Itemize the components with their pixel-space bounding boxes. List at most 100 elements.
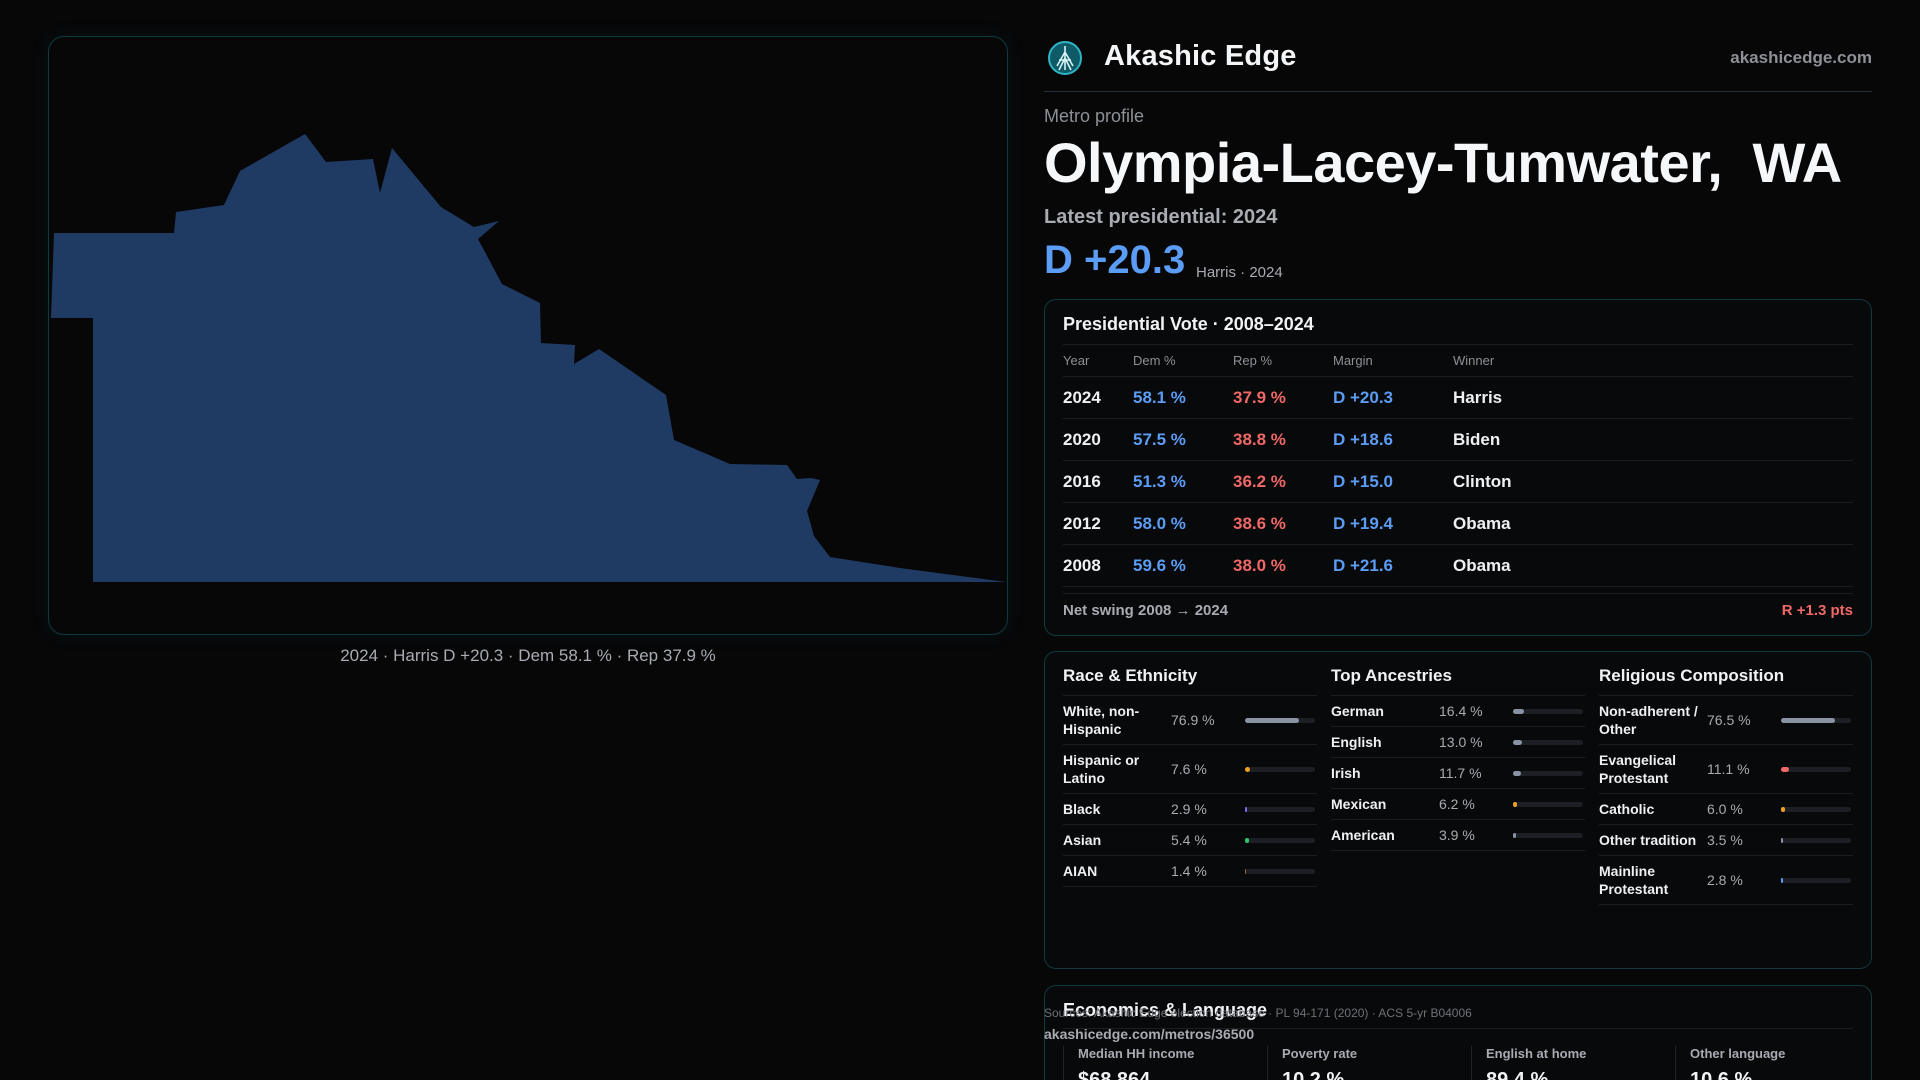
row-winner: Obama [1453,544,1853,587]
list-item: Mainline Protestant 2.8 % [1599,856,1853,905]
share-bar-fill [1781,837,1784,843]
latest-presidential-label: Latest presidential: 2024 [1044,206,1278,228]
page-eyebrow: Metro profile [1044,106,1145,126]
ancestries-section: Top Ancestries German 16.4 % English 13.0 %… [1331,666,1585,851]
economics-title: Economics & Language [1063,1000,1268,1020]
item-value: 3.9 % [1439,827,1475,843]
column-header-year: Year [1063,344,1133,377]
list-item: Asian 5.4 % [1063,825,1317,856]
share-bar [1781,877,1851,883]
share-bar [1513,739,1583,745]
divider [1063,1028,1853,1029]
sources-url-link[interactable]: akashicedge.com/metros/36500 [1044,1026,1255,1042]
page-title: Olympia-Lacey-Tumwater, WA [1044,131,1842,194]
presidential-vote-card: Presidential Vote · 2008–2024 Year Dem %… [1044,299,1872,636]
share-bar-fill [1513,832,1516,838]
list-item: German 16.4 % [1331,696,1585,727]
item-label: Evangelical Protestant [1599,752,1677,786]
item-value: 13.0 % [1439,734,1483,750]
share-bar-fill [1513,708,1525,714]
item-value: 76.5 % [1707,712,1751,728]
race-list: White, non-Hispanic 76.9 % Hispanic or Lat… [1063,696,1317,887]
stat-value: 10.6 % [1690,1069,1753,1080]
list-item: American 3.9 % [1331,820,1585,851]
share-bar [1245,766,1315,772]
item-value: 3.5 % [1707,832,1743,848]
share-bar-fill [1245,868,1247,874]
share-bar-fill [1245,717,1299,723]
share-bar-fill [1513,801,1518,807]
item-label: Mainline Protestant [1599,863,1669,897]
share-bar [1513,832,1583,838]
metro-map[interactable] [48,36,1008,635]
table-row: 2024 58.1 % 37.9 % D +20.3 Harris [1063,376,1853,419]
row-rep: 38.6 % [1233,502,1333,545]
race-ethnicity-title: Race & Ethnicity [1063,666,1317,696]
table-row: 2012 58.0 % 38.6 % D +19.4 Obama [1063,502,1853,545]
religion-title: Religious Composition [1599,666,1853,696]
brand-bar: Akashic Edge akashicedge.com [1044,36,1872,92]
row-rep: 36.2 % [1233,460,1333,503]
list-item: Catholic 6.0 % [1599,794,1853,825]
item-value: 7.6 % [1171,761,1207,777]
presidential-vote-title: Presidential Vote · 2008–2024 [1063,314,1314,334]
share-bar-fill [1245,766,1251,772]
column-header-rep: Rep % [1233,344,1333,377]
row-rep: 38.8 % [1233,418,1333,461]
metro-shape [51,134,1006,582]
table-row: 2016 51.3 % 36.2 % D +15.0 Clinton [1063,460,1853,503]
row-dem: 51.3 % [1133,460,1233,503]
row-winner: Clinton [1453,460,1853,503]
item-label: Catholic [1599,801,1655,817]
stat-poverty-rate: Poverty rate 10.2 % [1267,1046,1457,1080]
column-header-winner: Winner [1453,344,1853,377]
share-bar-fill [1245,806,1248,812]
stat-other-language: Other language 10.6 % [1675,1046,1865,1080]
row-dem: 57.5 % [1133,418,1233,461]
religion-section: Religious Composition Non-adherent / Oth… [1599,666,1853,905]
row-dem: 59.6 % [1133,544,1233,587]
row-year: 2020 [1063,418,1133,461]
column-header-dem: Dem % [1133,344,1233,377]
share-bar-fill [1781,766,1789,772]
share-bar [1513,770,1583,776]
brand-url-link[interactable]: akashicedge.com [1730,48,1872,67]
share-bar [1781,766,1851,772]
share-bar-fill [1513,770,1522,776]
religion-list: Non-adherent / Other 76.5 % Evangelical Pr… [1599,696,1853,905]
row-margin: D +19.4 [1333,502,1453,545]
item-value: 16.4 % [1439,703,1483,719]
item-label: AIAN [1063,863,1098,879]
net-swing-label: Net swing 2008 → 2024 [1063,602,1229,619]
item-label: Other tradition [1599,832,1697,848]
item-value: 6.0 % [1707,801,1743,817]
item-label: Non-adherent / Other [1599,703,1698,737]
item-label: Hispanic or Latino [1063,752,1140,786]
row-margin: D +21.6 [1333,544,1453,587]
sources-note: Sources: Akashic Edge election database … [1044,1006,1472,1020]
share-bar [1781,806,1851,812]
item-label: American [1331,827,1395,843]
item-label: Black [1063,801,1101,817]
item-label: German [1331,703,1384,719]
list-item: Evangelical Protestant 11.1 % [1599,745,1853,794]
ancestry-list: German 16.4 % English 13.0 % Irish 11.7 % Mexi… [1331,696,1585,851]
list-item: Non-adherent / Other 76.5 % [1599,696,1853,745]
stat-label: Poverty rate [1282,1046,1358,1061]
stat-english-at-home: English at home 89.4 % [1471,1046,1661,1080]
row-margin: D +20.3 [1333,376,1453,419]
row-margin: D +15.0 [1333,460,1453,503]
net-swing-value: R +1.3 pts [1781,602,1853,619]
column-header-margin: Margin [1333,344,1453,377]
profile-panel: Akashic Edge akashicedge.com Metro profi… [1044,0,1872,1080]
stat-label: Other language [1690,1046,1786,1061]
item-value: 11.1 % [1707,761,1750,777]
stat-value: 89.4 % [1486,1069,1549,1080]
row-year: 2012 [1063,502,1133,545]
table-row: 2020 57.5 % 38.8 % D +18.6 Biden [1063,418,1853,461]
tree-compass-icon [1048,41,1082,75]
share-bar [1245,868,1315,874]
item-value: 11.7 % [1439,765,1482,781]
stat-value: $68,864 [1078,1069,1151,1080]
row-year: 2008 [1063,544,1133,587]
